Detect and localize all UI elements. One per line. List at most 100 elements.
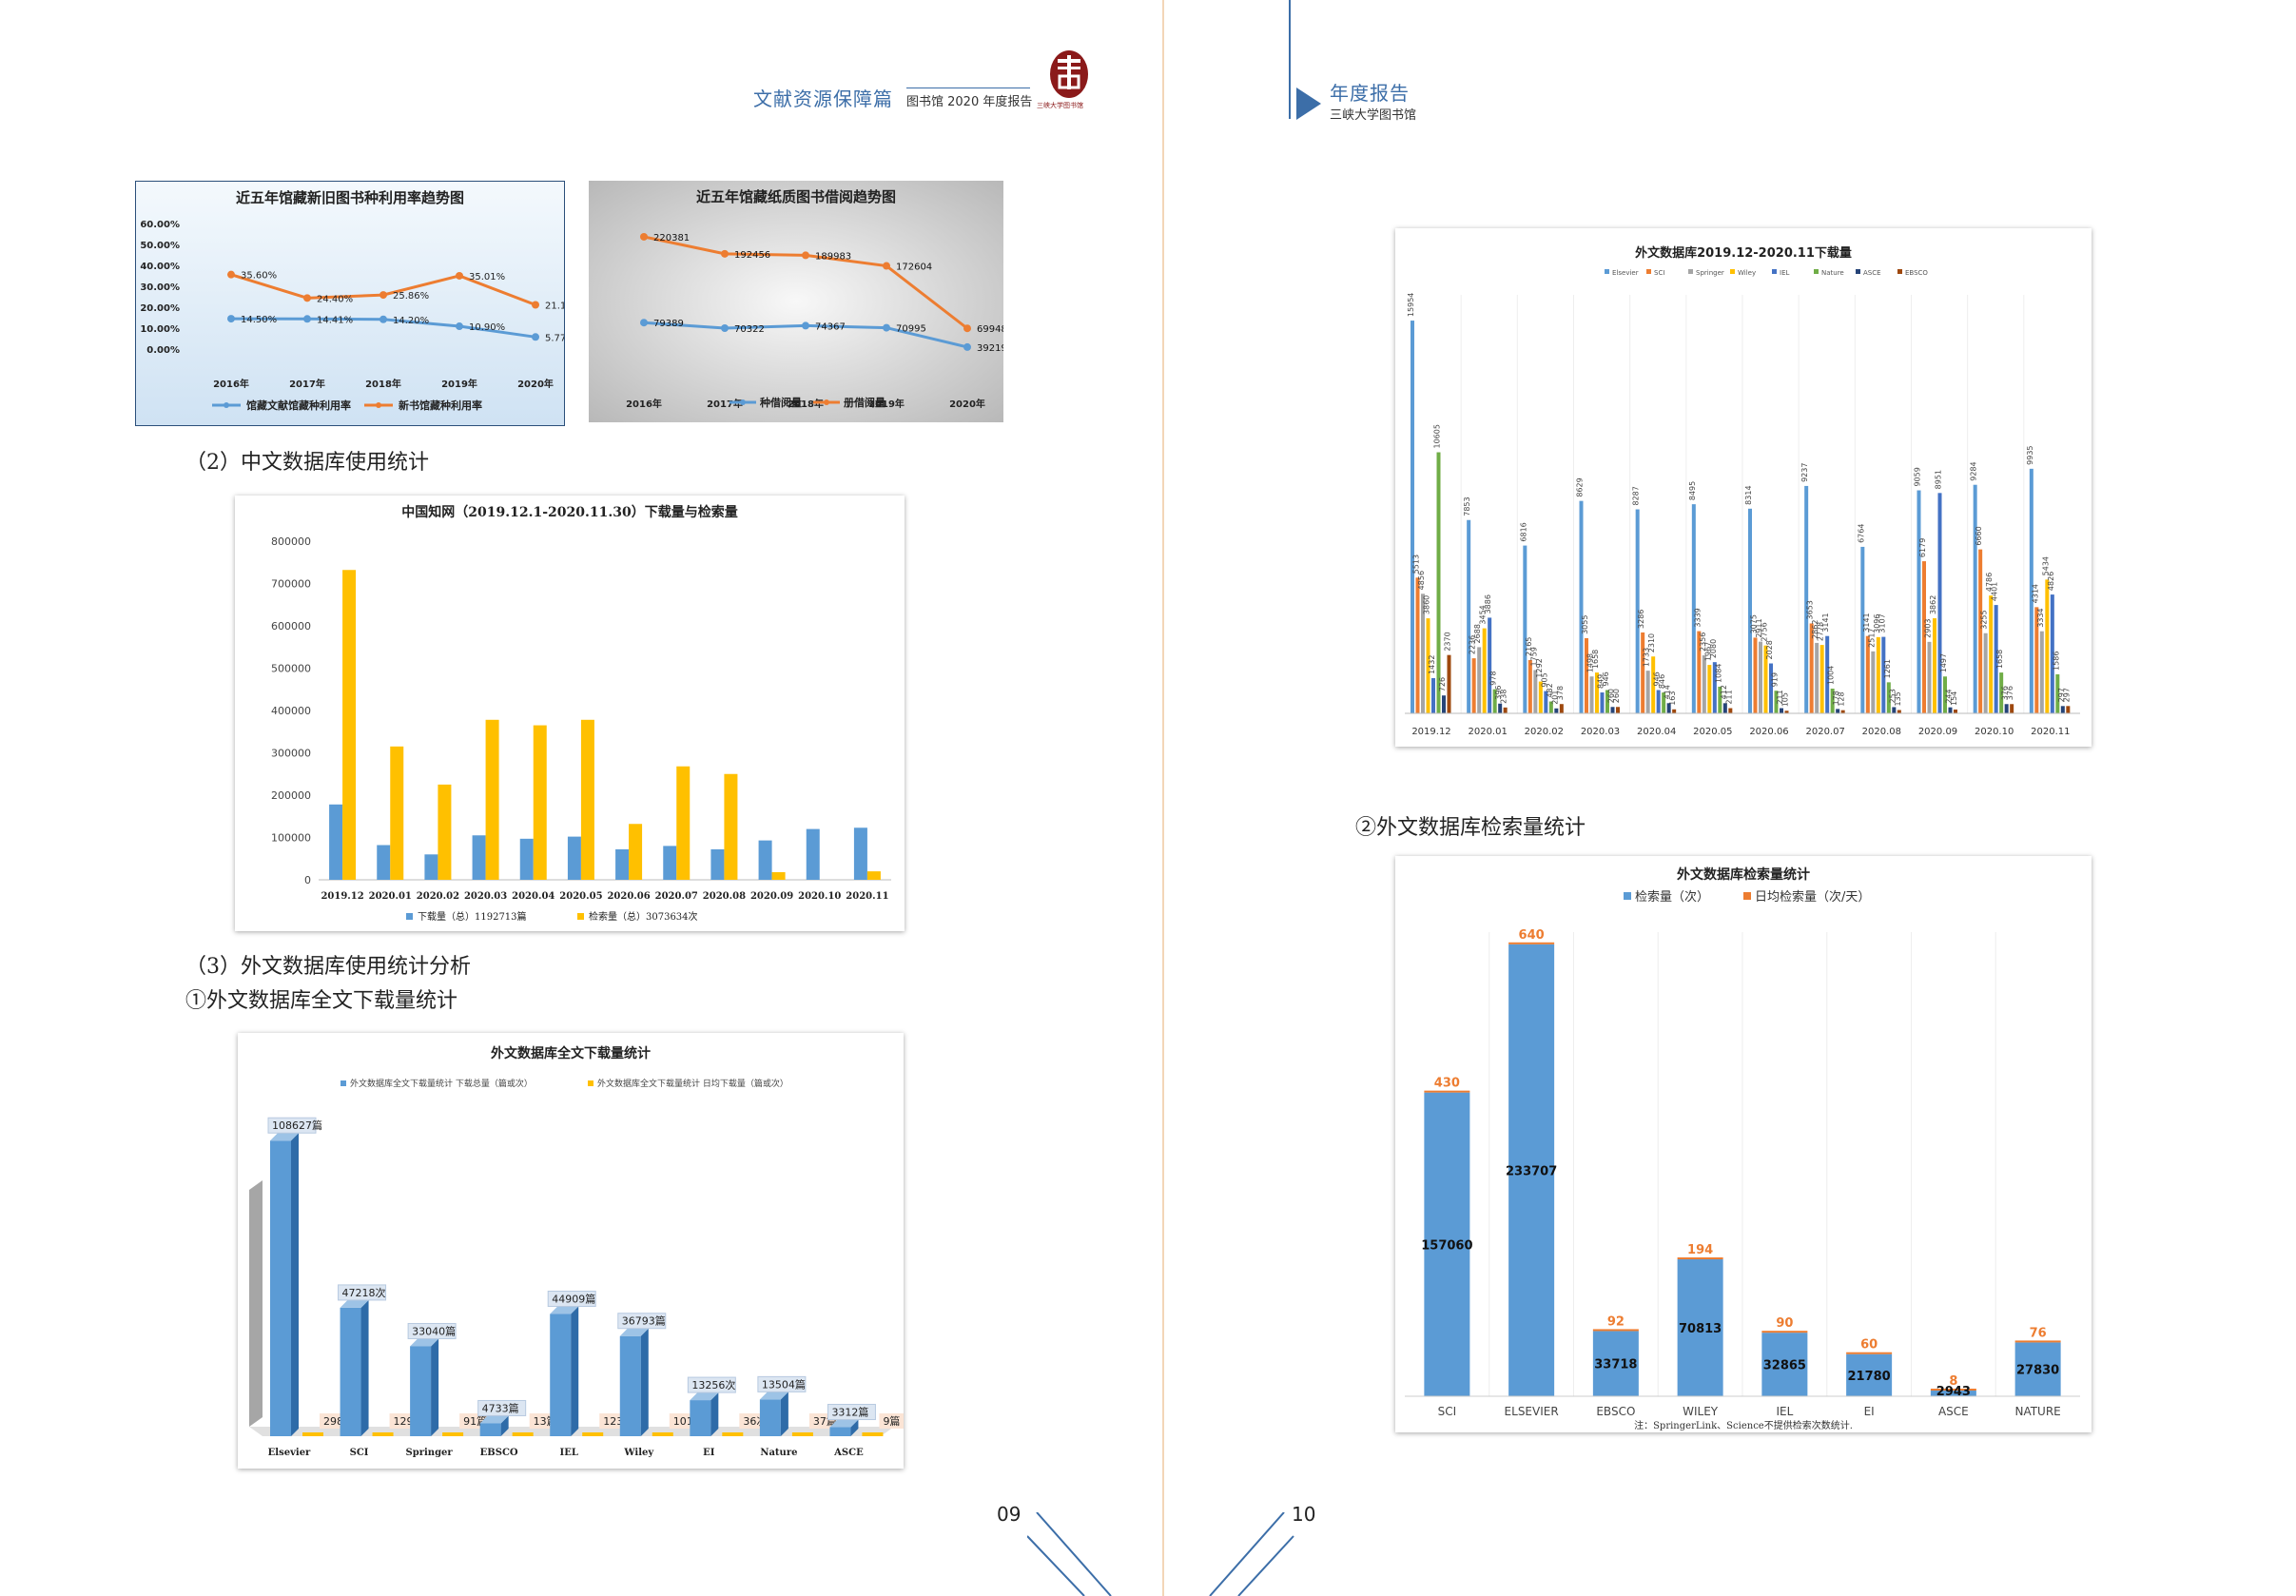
bar — [1471, 658, 1476, 713]
bar — [1930, 1391, 1976, 1396]
data-label: 8495 — [1688, 481, 1697, 500]
x-tick-label: ELSEVIER — [1505, 1405, 1559, 1418]
data-label: 3860 — [1423, 595, 1431, 614]
bar — [1846, 1352, 1893, 1354]
data-point — [640, 232, 648, 241]
bar — [1527, 659, 1532, 713]
legend-label: ASCE — [1863, 269, 1881, 277]
page-corner-decoration — [1027, 1512, 1294, 1596]
data-label: 4826 — [2047, 572, 2055, 591]
data-point — [227, 315, 235, 323]
bar — [1943, 676, 1947, 713]
bar — [710, 848, 725, 880]
bar — [2034, 607, 2039, 713]
x-tick-label: 2020.02 — [1525, 727, 1564, 737]
data-point — [963, 324, 971, 333]
legend-swatch — [1856, 269, 1860, 274]
bar — [1876, 636, 1880, 713]
bar — [1774, 691, 1779, 713]
bar — [2014, 1340, 2061, 1343]
data-label: 1261 — [1883, 659, 1892, 678]
chart-foreign-downloads-total: 外文数据库全文下载量统计 外文数据库全文下载量统计 下载总量（篇或次） 外文数据库全… — [238, 1033, 918, 1469]
data-label: 2943 — [1936, 1385, 1971, 1399]
bar — [377, 845, 391, 880]
data-label: 2080 — [1709, 639, 1718, 658]
data-label: 2756 — [1761, 622, 1769, 641]
bar — [1579, 500, 1584, 713]
data-label-bg — [617, 1313, 667, 1330]
data-point — [721, 323, 729, 332]
y-tick-label: 10.00% — [140, 324, 180, 335]
data-label: 3055 — [1581, 615, 1589, 634]
bar — [1748, 508, 1752, 713]
data-label: 2903 — [1924, 619, 1933, 638]
legend-swatch — [1605, 269, 1609, 274]
bar-side — [780, 1392, 788, 1436]
x-tick-label: 2020.04 — [1637, 727, 1676, 737]
bar — [342, 570, 357, 880]
y-tick-label: 40.00% — [140, 262, 180, 272]
data-label: 15954 — [1407, 293, 1415, 317]
data-point — [640, 319, 648, 327]
bar — [519, 838, 534, 880]
data-label: 946 — [1653, 671, 1662, 686]
data-label-bg — [757, 1375, 807, 1392]
data-label: 1586 — [2052, 652, 2060, 671]
data-label: 27830 — [2016, 1364, 2059, 1378]
x-tick-label: 2020.08 — [703, 891, 746, 902]
data-label: 5513 — [1412, 555, 1421, 574]
data-label: 1733 — [1643, 648, 1651, 667]
data-label: 919 — [1771, 672, 1780, 687]
x-tick-label: EBSCO — [1596, 1405, 1635, 1418]
data-label: 70813 — [1679, 1322, 1722, 1336]
bar — [1503, 707, 1508, 713]
x-tick-label: Nature — [760, 1448, 797, 1458]
bar — [1447, 654, 1451, 713]
x-tick-label: SCI — [1438, 1405, 1457, 1418]
data-label-bg — [687, 1376, 736, 1393]
bar — [1761, 1331, 1808, 1333]
bar — [2045, 579, 2050, 713]
legend-label: 新书馆藏种利用率 — [399, 399, 482, 412]
bar-side — [640, 1328, 649, 1436]
bar — [442, 1432, 464, 1436]
chart-title: 近五年馆藏新旧图书种利用率趋势图 — [236, 189, 464, 206]
bar — [1554, 708, 1559, 713]
bar — [372, 1432, 394, 1436]
y-tick-label: 200000 — [271, 789, 311, 802]
data-label: 430 — [1434, 1077, 1460, 1091]
data-label: 178 — [1832, 691, 1840, 705]
bar — [1610, 707, 1615, 713]
data-label: 376 — [2006, 686, 2014, 700]
bar — [1426, 618, 1430, 713]
y-tick-label: 100000 — [271, 832, 311, 845]
bar — [1442, 695, 1446, 713]
bar — [2014, 1342, 2061, 1396]
bar — [1759, 641, 1762, 713]
bar — [1467, 519, 1471, 713]
header-left-title: 文献资源保障篇 — [753, 88, 893, 110]
x-tick-label: WILEY — [1683, 1405, 1719, 1418]
legend-swatch — [588, 1080, 593, 1086]
x-tick-label: 2020.09 — [1918, 727, 1957, 737]
x-tick-label: 2017年 — [289, 378, 325, 390]
x-tick-label: 2020.02 — [417, 891, 459, 902]
header-right-subtitle: 三峡大学图书馆 — [1330, 108, 1417, 123]
bar — [302, 1432, 323, 1436]
legend-swatch — [406, 913, 413, 920]
data-label: 4733篇 — [482, 1401, 519, 1414]
chart-cnki: 中国知网（2019.12.1-2020.11.30）下载量与检索量 800000 7… — [235, 496, 905, 931]
data-label: 69948 — [977, 324, 1003, 335]
legend-label: Nature — [1821, 269, 1844, 277]
bar — [1605, 690, 1609, 713]
data-label: 2028 — [1765, 640, 1774, 659]
legend-swatch — [1814, 269, 1819, 274]
bar — [2050, 594, 2054, 713]
bar — [1424, 1092, 1470, 1396]
x-tick-label: 2020.05 — [559, 891, 602, 902]
x-tick-label: 2020年 — [949, 398, 985, 410]
data-label: 260 — [1607, 689, 1616, 703]
legend-label: 外文数据库全文下载量统计 日均下载量（篇或次） — [597, 1078, 788, 1089]
data-label: 33718 — [1594, 1358, 1637, 1372]
data-label: 39219 — [977, 343, 1003, 354]
